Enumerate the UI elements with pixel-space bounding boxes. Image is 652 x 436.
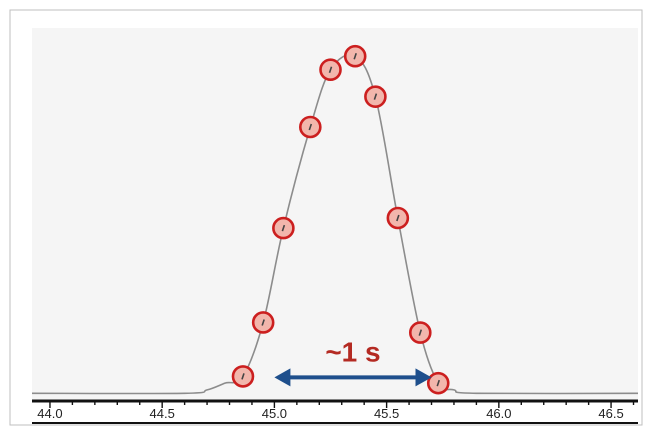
x-tick-label: 46.0 (486, 406, 511, 421)
data-point-tick (396, 214, 400, 222)
span-label: ~1 s (325, 336, 380, 367)
data-point-tick (281, 224, 286, 232)
data-point-tick (353, 52, 357, 60)
data-point-tick (241, 373, 245, 380)
x-tick-label: 44.5 (150, 406, 175, 421)
x-tick-label: 46.5 (598, 406, 623, 421)
arrow-head-left (274, 368, 291, 387)
data-point-tick (436, 379, 441, 387)
annotation-layer: ~1 s (274, 336, 432, 387)
data-point-tick (308, 123, 313, 131)
x-tick-label: 45.0 (262, 406, 287, 421)
x-tick-label: 44.0 (37, 406, 62, 421)
data-point-tick (418, 329, 423, 336)
data-point-tick (328, 66, 333, 73)
marker-layer (231, 44, 450, 395)
data-point-tick (261, 319, 265, 326)
data-point-tick (373, 93, 378, 100)
plot-background (32, 28, 638, 402)
x-tick-label: 45.5 (374, 406, 399, 421)
arrow-head-right (415, 368, 432, 387)
x-axis: 44.0 44.5 45.0 45.5 46.0 46.5 (32, 399, 638, 424)
